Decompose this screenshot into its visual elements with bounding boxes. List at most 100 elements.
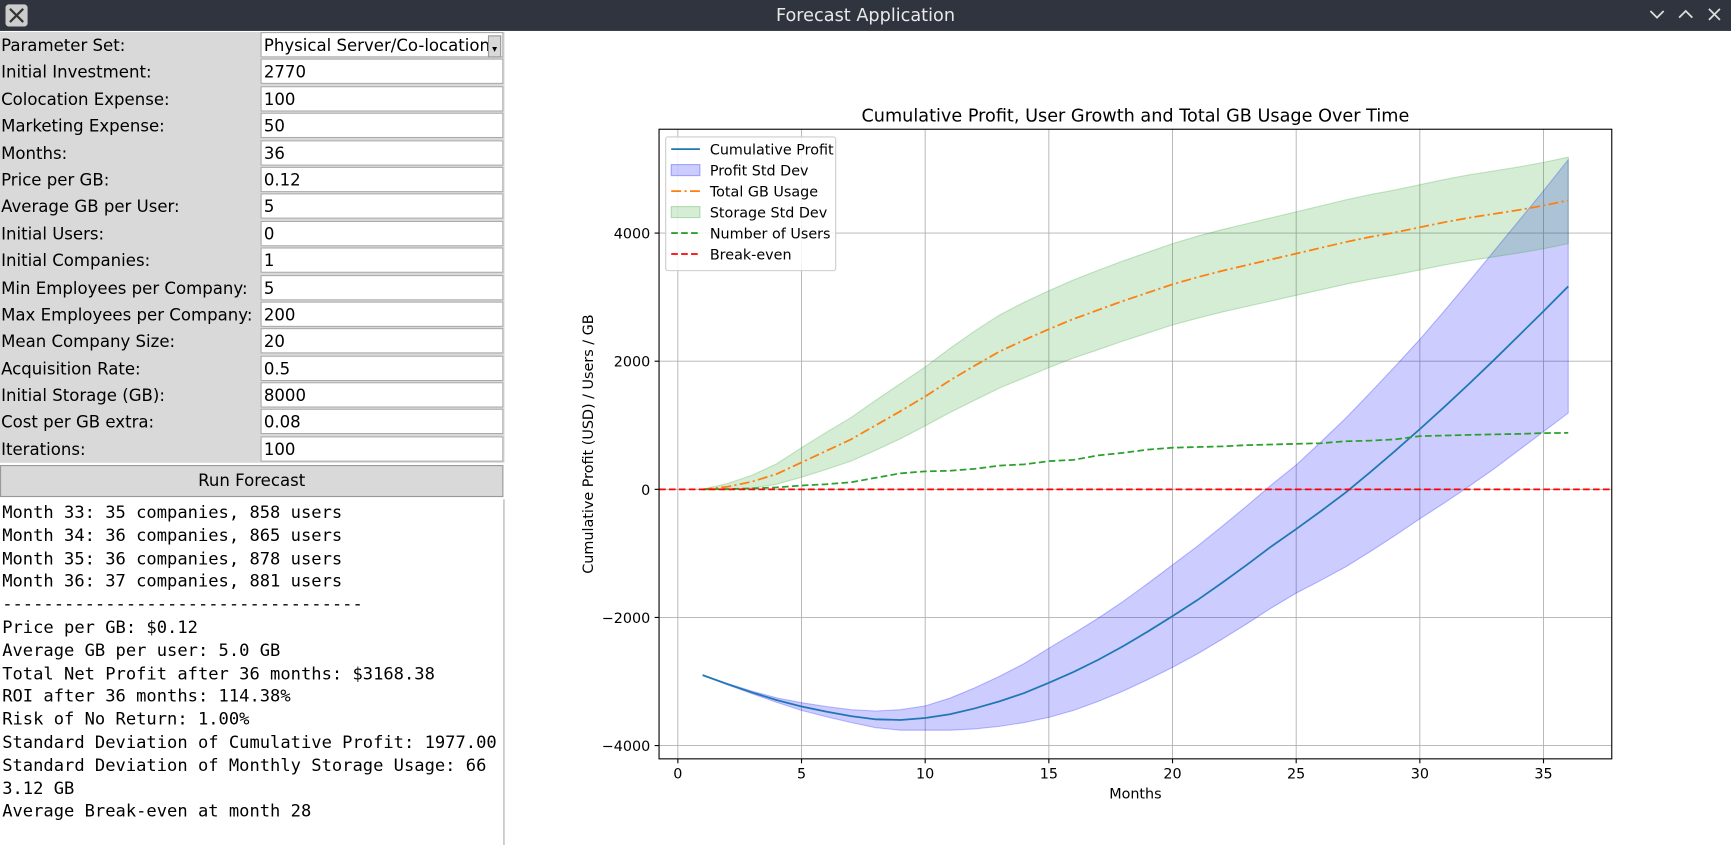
dropdown-arrow[interactable]: ▾ [487, 35, 502, 58]
text-input[interactable]: 0.12 [260, 166, 504, 193]
output-line: Risk of No Return: 1.00% [2, 709, 250, 730]
y-axis-label: Cumulative Profit (USD) / Users / GB [581, 314, 597, 573]
x-tick-label: 0 [673, 767, 682, 783]
text-input[interactable]: 8000 [260, 382, 504, 408]
legend-label: Cumulative Profit [710, 143, 834, 159]
series-line [702, 199, 1569, 491]
field-label: Average GB per User: [1, 196, 180, 217]
output-line: Month 33: 35 companies, 858 users [2, 502, 343, 523]
output-line: ----------------------------------- [2, 594, 363, 615]
legend-swatch [670, 206, 701, 219]
form-row: Initial Companies: 1 [0, 247, 505, 275]
form-row: Acquisition Rate: 0.5 [0, 355, 505, 382]
legend-label: Number of Users [710, 227, 831, 243]
x-tick-label: 15 [1040, 767, 1058, 783]
legend-box [665, 136, 837, 272]
form-row: Initial Storage (GB): 8000 [0, 382, 505, 409]
text-input[interactable]: 5 [260, 193, 504, 220]
x-tick-label: 5 [797, 767, 806, 783]
output-line: Month 35: 36 companies, 878 users [2, 548, 343, 569]
output-line: Average GB per user: 5.0 GB [2, 640, 281, 661]
window-controls[interactable] [1643, 0, 1731, 31]
app-icon [5, 4, 28, 27]
plot-frame [658, 128, 1613, 760]
output-line: Total Net Profit after 36 months: $3168.… [2, 663, 435, 684]
x-tick-label: 25 [1287, 767, 1305, 783]
legend-label: Profit Std Dev [710, 164, 809, 180]
chart-title: Cumulative Profit, User Growth and Total… [861, 106, 1409, 126]
y-tick-label: −4000 [602, 739, 651, 755]
output-line: Month 34: 36 companies, 865 users [2, 525, 343, 546]
form-row: Parameter Set: Physical Server/Co-locatio… [0, 32, 505, 59]
field-label: Initial Storage (GB): [1, 385, 165, 406]
output-line: Standard Deviation of Monthly Storage Us… [2, 755, 487, 799]
run-button[interactable]: Run Forecast [0, 465, 504, 498]
x-tick-label: 35 [1534, 767, 1552, 783]
text-input[interactable]: 0 [260, 220, 504, 247]
form-row: Mean Company Size: 20 [0, 328, 505, 355]
form-row: Marketing Expense: 50 [0, 112, 505, 140]
field-label: Price per GB: [1, 170, 110, 190]
std-band [702, 158, 1569, 731]
field-label: Max Employees per Company: [1, 304, 253, 325]
y-tick-label: 0 [641, 483, 650, 499]
y-tick-label: 2000 [614, 355, 651, 371]
form-row: Cost per GB extra: 0.08 [0, 409, 505, 436]
x-tick-label: 20 [1163, 767, 1181, 783]
output-line: Average Break-even at month 28 [2, 801, 312, 822]
field-label: Initial Investment: [1, 62, 152, 83]
title-bar: Forecast Application [0, 0, 1731, 31]
parameter-form: Parameter Set: Physical Server/Co-locatio… [0, 32, 505, 464]
field-label: Colocation Expense: [1, 89, 170, 110]
legend-label: Storage Std Dev [710, 206, 828, 222]
field-label: Cost per GB extra: [1, 412, 155, 433]
text-input[interactable]: 200 [260, 301, 504, 327]
series-line [702, 285, 1569, 721]
form-row: Colocation Expense: 100 [0, 85, 505, 113]
window-title: Forecast Application [775, 4, 956, 26]
x-tick-label: 30 [1411, 767, 1429, 783]
output-line: Standard Deviation of Cumulative Profit:… [2, 732, 497, 753]
text-input[interactable]: 50 [260, 112, 504, 139]
form-row: Iterations: 100 [0, 436, 505, 463]
field-label: Mean Company Size: [1, 331, 176, 352]
output-line: Month 36: 37 companies, 881 users [2, 571, 343, 592]
form-row: Initial Investment: 2770 [0, 58, 505, 86]
form-row: Initial Users: 0 [0, 220, 505, 248]
output-line: Price per GB: $0.12 [2, 617, 198, 638]
legend-swatch [670, 164, 701, 177]
text-input[interactable]: 100 [260, 85, 504, 112]
text-input[interactable]: 5 [260, 274, 504, 300]
text-input[interactable]: 100 [260, 436, 504, 462]
form-row: Average GB per User: 5 [0, 193, 505, 221]
form-row: Min Employees per Company: 5 [0, 274, 505, 302]
form-row: Months: 36 [0, 139, 505, 167]
field-label: Initial Users: [1, 223, 105, 244]
text-input[interactable]: 20 [260, 328, 504, 354]
text-input[interactable]: 0.08 [260, 409, 504, 435]
text-input[interactable]: 36 [260, 139, 504, 166]
text-input[interactable]: 1 [260, 247, 504, 273]
field-label: Parameter Set: [1, 35, 126, 56]
field-label: Initial Companies: [1, 250, 151, 271]
y-tick-label: 4000 [614, 227, 651, 243]
field-label: Marketing Expense: [1, 116, 165, 137]
field-label: Acquisition Rate: [1, 358, 141, 379]
form-row: Price per GB: 0.12 [0, 166, 505, 194]
field-label: Months: [1, 143, 68, 163]
field-label: Min Employees per Company: [1, 277, 248, 298]
dropdown[interactable]: Physical Server/Co-location ▾ [260, 32, 504, 58]
text-input[interactable]: 2770 [260, 58, 504, 85]
output-line: ROI after 36 months: 114.38% [2, 686, 291, 707]
text-input[interactable]: 0.5 [260, 355, 504, 381]
field-label: Iterations: [1, 439, 86, 460]
series-line [702, 432, 1569, 491]
x-axis-label: Months [1109, 787, 1161, 803]
x-tick-label: 10 [916, 767, 934, 783]
form-row: Max Employees per Company: 200 [0, 301, 505, 328]
output-log: Month 33: 35 companies, 858 users Month 3… [0, 499, 505, 845]
legend-label: Total GB Usage [709, 185, 818, 201]
